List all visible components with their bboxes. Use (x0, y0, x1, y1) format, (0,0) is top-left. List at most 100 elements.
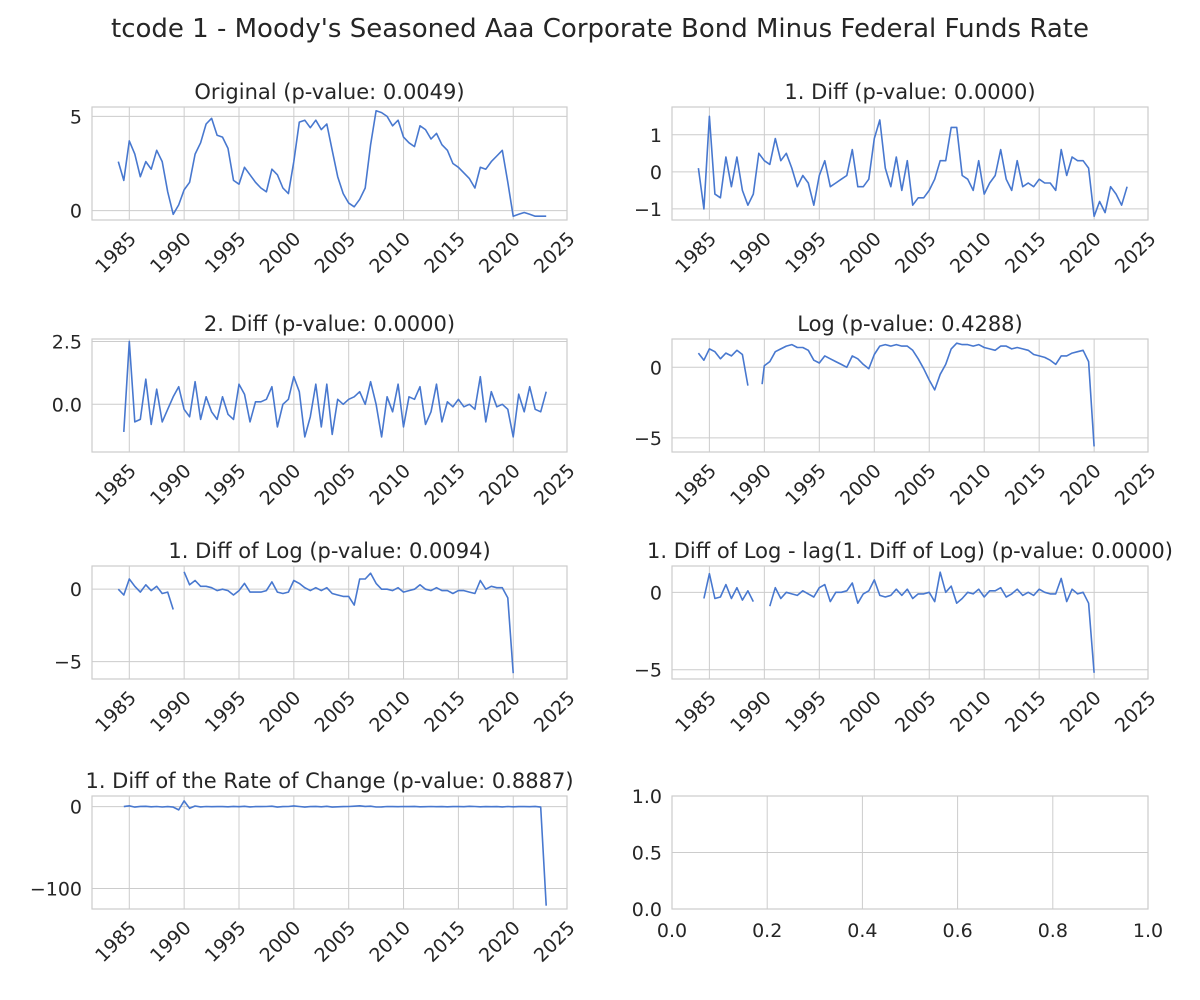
x-tick-label: 1985 (91, 228, 141, 278)
x-tick-label: 2005 (310, 687, 360, 737)
subplot-title: 2. Diff (p-value: 0.0000) (204, 312, 455, 336)
y-tick-label: −100 (30, 879, 82, 901)
axes-frame (671, 795, 1149, 910)
x-tick-label: 2025 (1111, 460, 1161, 510)
x-tick-label: 2005 (891, 687, 941, 737)
y-tick-label: 0.5 (632, 843, 662, 865)
x-tick-label: 2005 (891, 460, 941, 510)
series-line (697, 115, 1128, 218)
x-tick-label: 2010 (365, 917, 415, 967)
x-tick-label: 2015 (1001, 228, 1051, 278)
x-tick-label: 2000 (256, 460, 306, 510)
x-tick-label: 2015 (420, 228, 470, 278)
x-tick-label: 2010 (946, 687, 996, 737)
y-tick-label: 0 (70, 579, 82, 601)
subplot-6: 1. Diff of Log - lag(1. Diff of Log) (p-… (634, 539, 1173, 737)
subplot-title: 1. Diff of the Rate of Change (p-value: … (85, 769, 573, 793)
x-tick-label: 1985 (91, 687, 141, 737)
series-line (123, 340, 547, 438)
x-tick-label: 1995 (781, 687, 831, 737)
x-tick-label: 2000 (836, 460, 886, 510)
x-tick-label: 2020 (475, 460, 525, 510)
x-tick-label: 2015 (1001, 687, 1051, 737)
x-tick-label: 2015 (420, 460, 470, 510)
x-tick-label: 2020 (1056, 460, 1106, 510)
x-tick-label: 1995 (201, 460, 251, 510)
y-tick-label: 0 (650, 582, 662, 604)
x-tick-label: 1995 (781, 228, 831, 278)
y-tick-label: −5 (54, 652, 82, 674)
axes-frame (91, 338, 568, 453)
x-tick-label: 0.0 (657, 920, 687, 942)
y-tick-label: 0 (70, 797, 82, 819)
x-tick-label: 1990 (726, 687, 776, 737)
subplot-1: Original (p-value: 0.0049) 0 5 1985 1990 1995… (70, 80, 580, 278)
subplot-8: 0.0 0.5 1.0 0.0 0.2 0.4 0.6 0.8 1.0 (632, 786, 1163, 942)
y-tick-label: −5 (634, 428, 662, 450)
axes-frame (91, 795, 568, 910)
x-tick-label: 2025 (530, 687, 580, 737)
axes-frame (671, 106, 1149, 221)
x-tick-label: 1985 (671, 228, 721, 278)
x-tick-label: 2000 (836, 687, 886, 737)
x-tick-label: 1.0 (1133, 920, 1163, 942)
x-tick-label: 1990 (146, 687, 196, 737)
x-tick-label: 1990 (146, 917, 196, 967)
subplot-4: Log (p-value: 0.4288) −5 0 1985 1990 1995 2000… (634, 312, 1161, 510)
axes-frame (91, 106, 568, 221)
x-tick-label: 0.2 (752, 920, 782, 942)
y-tick-label: 0 (650, 162, 662, 184)
x-tick-label: 2000 (256, 687, 306, 737)
x-tick-label: 0.4 (847, 920, 877, 942)
x-tick-label: 1995 (781, 460, 831, 510)
x-tick-label: 0.6 (942, 920, 972, 942)
x-tick-label: 1985 (91, 460, 141, 510)
x-tick-label: 2005 (310, 228, 360, 278)
x-tick-label: 2005 (310, 917, 360, 967)
subplot-title: Original (p-value: 0.0049) (194, 80, 464, 104)
y-tick-label: 0 (70, 201, 82, 223)
x-tick-label: 1990 (726, 460, 776, 510)
x-tick-label: 2005 (891, 228, 941, 278)
figure-title: tcode 1 - Moody's Seasoned Aaa Corporate… (111, 14, 1089, 44)
x-tick-label: 1995 (201, 917, 251, 967)
axes-frame (671, 565, 1149, 680)
y-tick-label: 5 (70, 106, 82, 128)
x-tick-label: 2020 (475, 687, 525, 737)
subplot-2: 1. Diff (p-value: 0.0000) −1 0 1 1985 1990 199… (634, 80, 1161, 278)
x-tick-label: 2010 (946, 228, 996, 278)
x-tick-label: 2010 (365, 460, 415, 510)
subplot-title: Log (p-value: 0.4288) (797, 312, 1023, 336)
x-tick-label: 2000 (256, 228, 306, 278)
x-tick-label: 2025 (1111, 687, 1161, 737)
axes-frame (91, 565, 568, 680)
series-line (123, 800, 547, 906)
x-tick-label: 1995 (201, 228, 251, 278)
y-tick-label: 0 (650, 357, 662, 379)
x-tick-label: 2015 (1001, 460, 1051, 510)
x-tick-label: 1985 (671, 687, 721, 737)
x-tick-label: 2020 (475, 917, 525, 967)
series-line (703, 571, 1095, 673)
x-tick-label: 1990 (146, 460, 196, 510)
x-tick-label: 2025 (1111, 228, 1161, 278)
subplot-3: 2. Diff (p-value: 0.0000) 0.0 2.5 1985 1990 1… (52, 312, 580, 510)
y-tick-label: −1 (634, 199, 662, 221)
series-line (117, 571, 514, 674)
x-tick-label: 2015 (420, 917, 470, 967)
x-tick-label: 2025 (530, 460, 580, 510)
x-tick-label: 1990 (726, 228, 776, 278)
series-line (697, 342, 1095, 447)
x-tick-label: 2010 (946, 460, 996, 510)
axes-frame (671, 338, 1149, 453)
subplot-title: 1. Diff of Log (p-value: 0.0094) (168, 539, 490, 563)
y-tick-label: 0.0 (52, 394, 82, 416)
x-tick-label: 2010 (365, 228, 415, 278)
x-tick-label: 1995 (201, 687, 251, 737)
x-tick-label: 2000 (256, 917, 306, 967)
x-tick-label: 2020 (475, 228, 525, 278)
subplot-title: 1. Diff (p-value: 0.0000) (784, 80, 1035, 104)
x-tick-label: 2025 (530, 917, 580, 967)
